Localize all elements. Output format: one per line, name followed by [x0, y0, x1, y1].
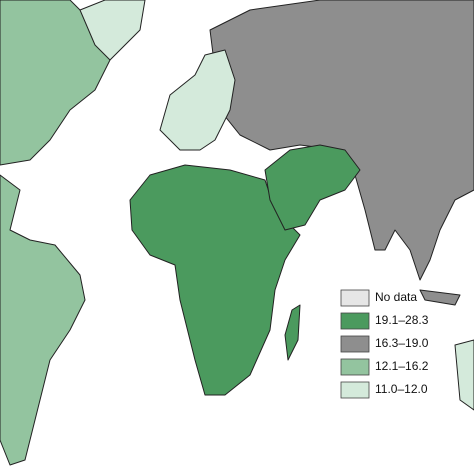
europe: [159, 49, 236, 151]
legend-swatch: [340, 381, 370, 399]
legend-label: 12.1–16.2: [375, 359, 429, 373]
latin-america: [0, 174, 86, 466]
madagascar: [284, 304, 301, 361]
legend-label: 16.3–19.0: [375, 336, 429, 350]
legend-swatch: [340, 335, 370, 353]
australia: [454, 339, 474, 411]
legend-swatch: [340, 358, 370, 376]
legend-label: 11.0–12.0: [375, 382, 428, 396]
legend: No data 19.1–28.3 16.3–19.0 12.1–16.2 11.0–1…: [340, 289, 429, 399]
legend-swatch: [340, 289, 370, 307]
asia: [209, 0, 474, 281]
africa: [129, 164, 301, 396]
greenland: [79, 0, 146, 61]
indonesia: [419, 289, 461, 306]
legend-swatch: [340, 312, 370, 330]
middle-east: [264, 144, 361, 231]
legend-label: 19.1–28.3: [375, 313, 429, 327]
legend-label: No data: [375, 290, 417, 304]
